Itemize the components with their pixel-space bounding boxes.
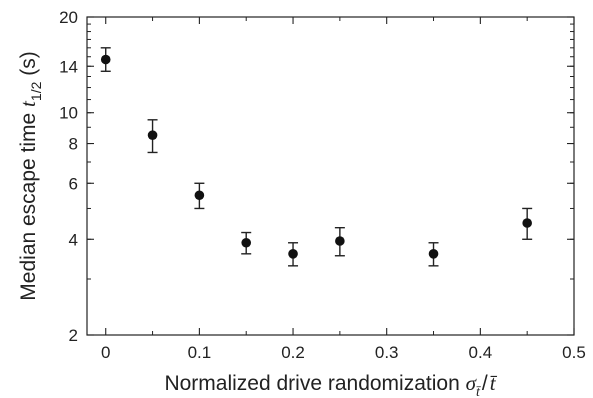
data-point (288, 249, 298, 259)
data-point (100, 54, 111, 65)
y-tick-label: 14 (59, 57, 78, 76)
x-tick-label: 0.5 (562, 343, 586, 362)
y-tick-label: 8 (69, 135, 78, 154)
y-axis-label-text: Median escape time (17, 107, 40, 301)
data-point (428, 249, 439, 259)
x-tick-label: 0.3 (375, 343, 399, 362)
x-axis-sigma: σ (466, 371, 478, 395)
data-point (147, 130, 158, 140)
y-axis-unit: (s) (17, 51, 40, 81)
data-point (194, 190, 205, 201)
x-tick-label: 0.2 (281, 343, 305, 362)
error-bars (100, 47, 533, 267)
y-axis-label: Median escape time t1/2 (s) (16, 51, 44, 300)
data-point (241, 237, 252, 248)
data-points (100, 54, 532, 259)
x-axis-label-text: Normalized drive randomization (164, 372, 465, 395)
x-tick-label: 0 (101, 343, 110, 362)
y-tick-label: 4 (69, 230, 78, 249)
y-tick-label: 2 (69, 326, 78, 345)
plot-frame (86, 16, 575, 336)
data-point (522, 218, 532, 228)
data-point (335, 236, 345, 246)
x-axis-tbar: t̄ (490, 371, 498, 395)
x-axis-label: Normalized drive randomization σt̄/t̄ (164, 371, 498, 398)
y-tick-label: 6 (69, 174, 78, 193)
y-tick-label: 10 (59, 104, 78, 123)
y-axis-t: t (16, 100, 40, 107)
y-tick-label: 20 (59, 8, 78, 27)
ticks: 0 0.1 0.2 0.3 0.4 0.5 2 4 6 8 10 14 20 (59, 8, 586, 362)
x-axis-sigma-sub: t̄ (476, 385, 482, 398)
x-tick-label: 0.4 (469, 343, 493, 362)
x-tick-label: 0.1 (188, 343, 212, 362)
y-axis-t-sub: 1/2 (28, 81, 44, 101)
x-axis-slash: / (482, 372, 488, 395)
